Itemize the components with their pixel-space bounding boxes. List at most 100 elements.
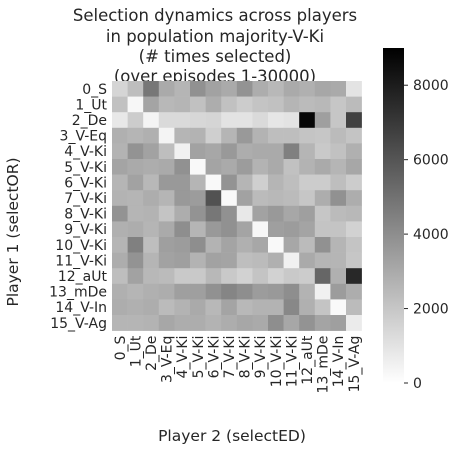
column-tick-label: 7_V-Ki — [222, 336, 238, 379]
heatmap-cell-5-3 — [158, 159, 175, 175]
heatmap-cell-7-3 — [158, 190, 175, 207]
heatmap-cell-3-13 — [314, 127, 331, 144]
heatmap-cell-14-14 — [330, 299, 347, 316]
heatmap-cell-7-4 — [174, 190, 191, 207]
heatmap-cell-10-8 — [236, 237, 253, 253]
heatmap-cell-9-13 — [314, 221, 331, 238]
heatmap-cell-8-13 — [314, 205, 331, 222]
heatmap-cell-3-6 — [205, 127, 222, 144]
heatmap-cell-12-6 — [205, 268, 222, 285]
heatmap-cell-3-2 — [143, 127, 160, 144]
heatmap-cell-0-7 — [221, 81, 238, 97]
heatmap-cell-2-14 — [330, 112, 347, 129]
heatmap-cell-11-5 — [190, 252, 206, 269]
column-tick-label: 8_V-Ki — [238, 336, 254, 379]
heatmap-cell-6-10 — [268, 174, 284, 191]
heatmap-cell-14-7 — [221, 299, 238, 316]
heatmap-cell-7-5 — [190, 190, 206, 207]
chart-title: Selection dynamics across players in pop… — [73, 6, 357, 86]
column-tick-labels: 0_S 1_Ut 2_De 3_V-Eq 4_V-Ki 5_V-Ki 6_V-Ki 7_V-K… — [113, 335, 363, 393]
heatmap-cell-1-9 — [252, 96, 269, 113]
heatmap-cell-7-0 — [112, 190, 128, 207]
row-tick-label: 11_V-Ki — [55, 253, 107, 269]
colorbar-tick-label: 2000 — [413, 302, 449, 318]
heatmap-cell-14-9 — [252, 299, 269, 316]
heatmap-cell-9-1 — [127, 221, 144, 238]
column-tick-label: 5_V-Ki — [191, 336, 207, 379]
heatmap-cell-9-0 — [112, 221, 128, 238]
heatmap-cell-1-14 — [330, 96, 347, 113]
heatmap-cell-8-4 — [174, 205, 191, 222]
heatmap-cell-1-0 — [112, 96, 128, 113]
heatmap-cell-10-2 — [143, 237, 160, 253]
heatmap-cell-7-2 — [143, 190, 160, 207]
heatmap-cell-11-6 — [205, 252, 222, 269]
heatmap-cell-11-1 — [127, 252, 144, 269]
heatmap-cell-10-3 — [158, 237, 175, 253]
heatmap-cell-3-15 — [346, 127, 362, 144]
heatmap-cell-11-15 — [346, 252, 362, 269]
heatmap-cell-7-8 — [236, 190, 253, 207]
heatmap-cell-1-2 — [143, 96, 160, 113]
heatmap-cell-14-11 — [283, 299, 300, 316]
heatmap-cell-14-8 — [236, 299, 253, 316]
heatmap-cell-14-5 — [190, 299, 206, 316]
heatmap-cell-6-15 — [346, 174, 362, 191]
heatmap-cell-5-11 — [283, 159, 300, 175]
y-axis-label: Player 1 (selectOR) — [4, 157, 22, 306]
heatmap-cell-13-8 — [236, 283, 253, 300]
row-tick-labels: 0_S1_Ut2_De3_V-Eq4_V-Ki5_V-Ki6_V-Ki7_V-K… — [49, 82, 107, 332]
heatmap-cell-5-13 — [314, 159, 331, 175]
column-tick-label: 3_V-Eq — [160, 336, 176, 383]
heatmap-cell-14-4 — [174, 299, 191, 316]
heatmap-cell-6-14 — [330, 174, 347, 191]
heatmap-cell-1-15 — [346, 96, 362, 113]
heatmap-cell-11-12 — [299, 252, 316, 269]
heatmap-cell-13-5 — [190, 283, 206, 300]
heatmap-cell-0-11 — [283, 81, 300, 97]
column-tick-label: 4_V-Ki — [175, 336, 191, 379]
heatmap-cell-13-15 — [346, 283, 362, 300]
heatmap-cell-3-3 — [158, 127, 175, 144]
heatmap-cell-14-3 — [158, 299, 175, 316]
heatmap-cell-12-0 — [112, 268, 128, 285]
heatmap-cell-13-14 — [330, 283, 347, 300]
heatmap-cell-3-14 — [330, 127, 347, 144]
heatmap-cell-4-4 — [174, 143, 191, 160]
heatmap-cell-13-6 — [205, 283, 222, 300]
heatmap-cell-0-0 — [112, 81, 128, 97]
heatmap-cell-1-11 — [283, 96, 300, 113]
heatmap-cell-1-5 — [190, 96, 206, 113]
heatmap-cell-2-5 — [190, 112, 206, 129]
heatmap-cell-7-12 — [299, 190, 316, 207]
heatmap-cell-1-3 — [158, 96, 175, 113]
heatmap-cell-10-12 — [299, 237, 316, 253]
heatmap-cell-14-10 — [268, 299, 284, 316]
heatmap-cell-9-14 — [330, 221, 347, 238]
heatmap-cell-7-13 — [314, 190, 331, 207]
heatmap-cell-2-15 — [346, 112, 362, 129]
heatmap-cell-8-11 — [283, 205, 300, 222]
heatmap-cell-7-7 — [221, 190, 238, 207]
heatmap-cell-2-9 — [252, 112, 269, 129]
heatmap-cell-0-3 — [158, 81, 175, 97]
heatmap-cell-9-5 — [190, 221, 206, 238]
heatmap-cell-11-7 — [221, 252, 238, 269]
heatmap-cell-11-14 — [330, 252, 347, 269]
row-tick-label: 0_S — [82, 82, 107, 98]
heatmap-cell-14-6 — [205, 299, 222, 316]
colorbar-tick-label: 0 — [413, 376, 422, 392]
heatmap-cell-8-12 — [299, 205, 316, 222]
heatmap-cell-6-9 — [252, 174, 269, 191]
heatmap-cell-6-0 — [112, 174, 128, 191]
heatmap-cell-2-10 — [268, 112, 284, 129]
heatmap-cell-3-11 — [283, 127, 300, 144]
heatmap-cell-4-5 — [190, 143, 206, 160]
heatmap-cell-13-7 — [221, 283, 238, 300]
heatmap-cell-15-6 — [205, 315, 222, 331]
heatmap-cell-12-2 — [143, 268, 160, 285]
column-tick-label: 13_mDe — [316, 336, 332, 394]
heatmap-cell-0-14 — [330, 81, 347, 97]
heatmap-cell-10-14 — [330, 237, 347, 253]
row-tick-label: 13_mDe — [49, 285, 107, 301]
